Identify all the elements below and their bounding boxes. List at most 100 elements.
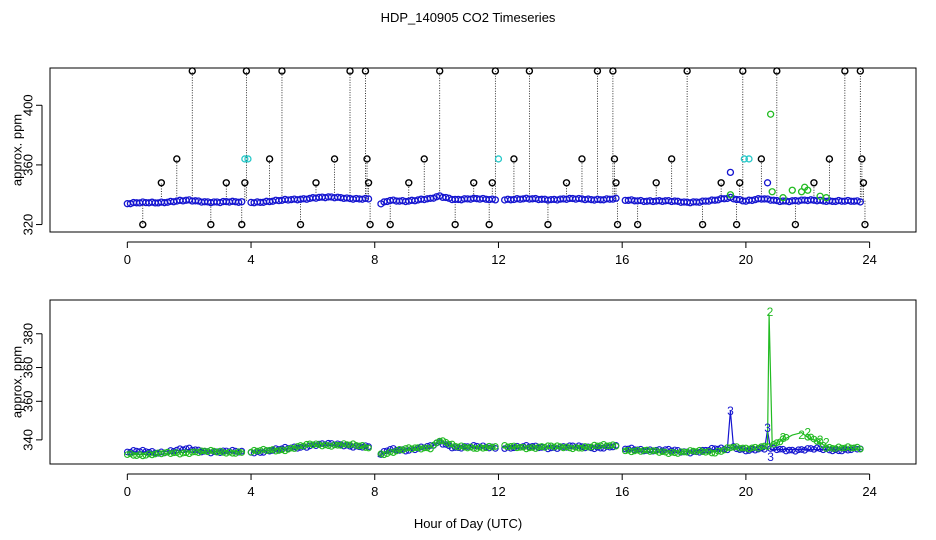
data-point (659, 448, 666, 455)
data-point (702, 446, 710, 454)
data-point (334, 441, 341, 449)
outlier-point-black (451, 220, 459, 229)
data-point (201, 447, 208, 455)
data-point (318, 442, 326, 450)
data-point (229, 449, 236, 457)
outlier-point-black (861, 220, 869, 229)
data-point (826, 443, 833, 451)
data-point (411, 444, 419, 452)
data-point (813, 437, 821, 445)
data-point (238, 198, 246, 206)
data-point (461, 443, 468, 451)
data-point (795, 446, 802, 454)
data-point (414, 444, 422, 451)
data-point (303, 440, 311, 448)
data-point (238, 449, 246, 456)
outlier-point-black (578, 155, 586, 163)
data-point (297, 442, 304, 449)
data-point (182, 449, 190, 457)
data-point (612, 442, 620, 450)
data-point (686, 447, 694, 454)
data-point (553, 442, 561, 450)
data-point (182, 445, 190, 453)
y-tick-label: 360 (21, 154, 36, 176)
data-point (157, 448, 165, 456)
data-point (458, 442, 465, 450)
outlier-point-blue (763, 179, 772, 187)
data-point (377, 450, 385, 458)
x-tick-label: 4 (247, 252, 254, 267)
data-point (575, 444, 583, 452)
data-point (730, 443, 737, 451)
outlier-point-black (510, 155, 518, 163)
data-point (535, 443, 543, 451)
data-point (668, 448, 676, 456)
outlier-point-green (816, 192, 824, 200)
data-point (529, 444, 536, 451)
data-point (151, 450, 159, 458)
data-point (157, 450, 165, 458)
outlier-point-black (810, 179, 818, 187)
outlier-point-black (222, 179, 230, 187)
outlier-point-black (386, 220, 394, 229)
data-point (198, 447, 205, 455)
data-point (361, 194, 370, 203)
data-point (671, 449, 679, 457)
data-point (727, 444, 734, 452)
data-point (250, 446, 258, 454)
data-point (256, 447, 264, 454)
x-axis-label: Hour of Day (UTC) (414, 516, 522, 531)
data-point (278, 446, 286, 454)
x-tick-label: 24 (862, 252, 876, 267)
data-point (516, 444, 524, 451)
outlier-point-black (173, 155, 181, 163)
outlier-point-green (804, 186, 812, 194)
data-point (492, 443, 499, 450)
data-point (810, 445, 818, 453)
y-tick-label: 340 (21, 429, 36, 451)
outlier-point-black (613, 220, 622, 229)
data-point (560, 444, 567, 452)
data-point (804, 433, 812, 441)
point-label: 2 (817, 433, 824, 447)
data-point (847, 444, 855, 452)
outlier-point-black (241, 179, 249, 187)
data-point (210, 447, 218, 455)
data-point (785, 446, 793, 454)
data-point (272, 447, 280, 455)
data-point (192, 448, 199, 456)
data-point (581, 443, 589, 450)
data-point (476, 443, 484, 451)
data-point (600, 441, 607, 448)
data-point (689, 447, 697, 455)
data-point (142, 451, 150, 459)
data-point (844, 443, 852, 450)
data-point (822, 445, 830, 452)
data-point (634, 446, 641, 454)
y-tick-label: 320 (21, 214, 36, 236)
data-point (405, 444, 413, 451)
data-point (226, 448, 233, 456)
data-point (550, 443, 558, 451)
data-point (708, 449, 716, 457)
outlier-point-black (238, 220, 246, 229)
data-point (355, 442, 363, 450)
data-point (179, 449, 187, 457)
data-point (748, 444, 756, 452)
data-point (219, 449, 227, 456)
outlier-point-black (364, 179, 373, 187)
data-point (470, 445, 478, 452)
outlier-point-black (296, 220, 305, 229)
data-point (445, 440, 453, 448)
data-point (492, 445, 499, 452)
y-axis-label: approx. ppm (10, 114, 25, 186)
y-tick-label: 400 (21, 94, 36, 116)
data-point (402, 445, 410, 452)
data-point (294, 443, 301, 450)
outlier-point-black (732, 220, 741, 229)
data-point (213, 448, 221, 456)
data-point (736, 444, 744, 452)
data-point (665, 450, 672, 457)
data-point (773, 446, 781, 454)
